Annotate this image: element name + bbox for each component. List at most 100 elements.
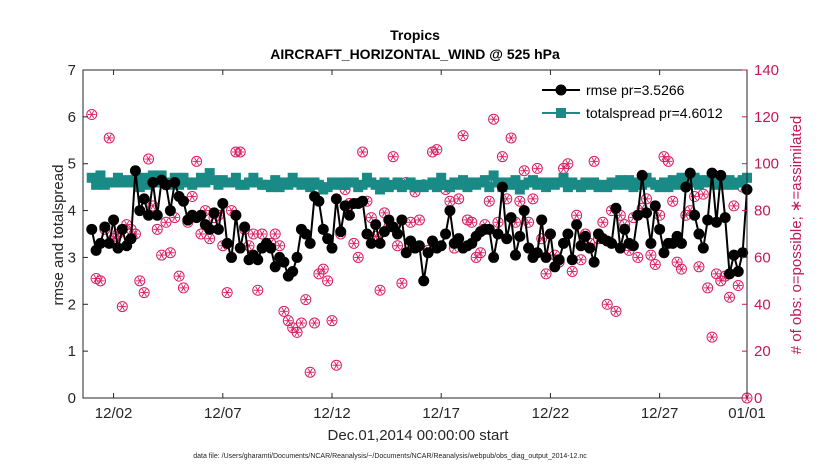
obs-assimilated-point [393, 242, 402, 250]
obs-possible-point [138, 287, 150, 299]
y-right-tick-label: 100 [754, 156, 779, 173]
obs-assimilated-point [694, 263, 703, 271]
rmse-point [116, 223, 128, 235]
totalspread-point [479, 175, 490, 186]
obs-assimilated-point [284, 316, 293, 325]
obs-assimilated-point [205, 234, 214, 243]
obs-assimilated-point [196, 230, 205, 238]
rmse-point [632, 209, 644, 221]
rmse-point [689, 209, 701, 221]
rmse-point [505, 212, 517, 224]
totalspread-point [134, 182, 145, 193]
obs-assimilated-point [236, 148, 245, 156]
rmse-point [195, 209, 207, 221]
x-tick-label: 12/22 [532, 405, 570, 422]
obs-possible-point [278, 305, 290, 317]
rmse-point [627, 240, 639, 252]
rmse-point [684, 167, 696, 179]
obs-assimilated-point [332, 361, 341, 369]
obs-assimilated-point [729, 202, 738, 210]
obs-possible-point [689, 191, 701, 203]
rmse-point [606, 237, 618, 249]
rmse-point [335, 226, 347, 238]
obs-assimilated-point [367, 213, 376, 222]
obs-assimilated-point [734, 281, 743, 290]
rmse-point [265, 242, 277, 254]
plot-frame [82, 69, 748, 399]
rmse-point [649, 200, 661, 212]
obs-possible-point [94, 275, 106, 287]
y-left-tick-label: 0 [68, 390, 76, 407]
totalspread-point [488, 170, 499, 181]
y-left-tick-label: 4 [68, 203, 76, 220]
rmse-point [702, 214, 714, 226]
rmse-point [164, 205, 176, 217]
chart-title: Tropics [390, 27, 440, 43]
rmse-point [112, 242, 124, 254]
x-tick-label: 12/12 [313, 405, 351, 422]
obs-possible-point [221, 287, 233, 299]
rmse-point [658, 247, 670, 259]
obs-assimilated-point [175, 272, 184, 280]
obs-assimilated-point [87, 110, 96, 119]
obs-possible-point [562, 158, 574, 170]
obs-assimilated-point [253, 286, 262, 294]
rmse-point [99, 221, 111, 233]
obs-assimilated-point [323, 277, 332, 285]
rmse-point [501, 233, 513, 245]
obs-possible-point [457, 130, 469, 142]
obs-possible-point [352, 251, 364, 263]
obs-possible-point [505, 132, 517, 144]
rmse-point [143, 209, 155, 221]
y-right-tick-label: 0 [754, 390, 762, 407]
obs-assimilated-point [380, 209, 389, 217]
obs-possible-point [514, 195, 526, 207]
obs-assimilated-point [485, 197, 494, 205]
rmse-point [221, 237, 233, 249]
obs-assimilated-point [397, 279, 406, 287]
rmse-point [94, 237, 106, 249]
obs-assimilated-point [668, 197, 677, 205]
obs-assimilated-point [603, 300, 612, 308]
obs-assimilated-point [310, 319, 319, 327]
obs-assimilated-point [354, 253, 363, 262]
obs-possible-point [475, 247, 487, 259]
rmse-point [444, 205, 456, 217]
obs-possible-point [601, 298, 613, 310]
obs-assimilated-point [301, 295, 310, 304]
x-tick-label: 12/27 [641, 405, 679, 422]
obs-assimilated-point [563, 160, 572, 168]
obs-possible-point [632, 251, 644, 263]
obs-assimilated-point [406, 218, 415, 226]
obs-possible-point [195, 228, 207, 240]
y-axis-label-right: # of obs: o=possible; ∗=assimilated [788, 116, 805, 355]
rmse-point [715, 169, 727, 181]
obs-possible-point [164, 247, 176, 259]
rmse-point [322, 233, 334, 245]
obs-possible-point [645, 249, 657, 261]
rmse-point [304, 237, 316, 249]
obs-assimilated-point [476, 249, 485, 257]
obs-possible-point [317, 263, 329, 275]
rmse-point [313, 195, 325, 207]
rmse-point [418, 275, 430, 287]
rmse-point [719, 212, 731, 224]
obs-assimilated-point [358, 148, 367, 156]
obs-possible-point [330, 359, 342, 371]
obs-possible-point [523, 216, 535, 228]
rmse-point [732, 265, 744, 277]
obs-possible-point [413, 214, 425, 226]
rmse-point [177, 195, 189, 207]
obs-assimilated-point [162, 218, 170, 226]
obs-assimilated-point [572, 211, 581, 219]
obs-possible-point [566, 265, 578, 277]
obs-possible-point [662, 155, 674, 167]
obs-assimilated-point [389, 152, 398, 161]
rmse-point [697, 242, 709, 254]
obs-assimilated-point [105, 134, 114, 142]
totalspread-point [147, 170, 158, 181]
obs-possible-point [151, 223, 163, 235]
obs-assimilated-point [293, 328, 302, 337]
rmse-point [509, 249, 521, 261]
rmse-point [675, 237, 687, 249]
